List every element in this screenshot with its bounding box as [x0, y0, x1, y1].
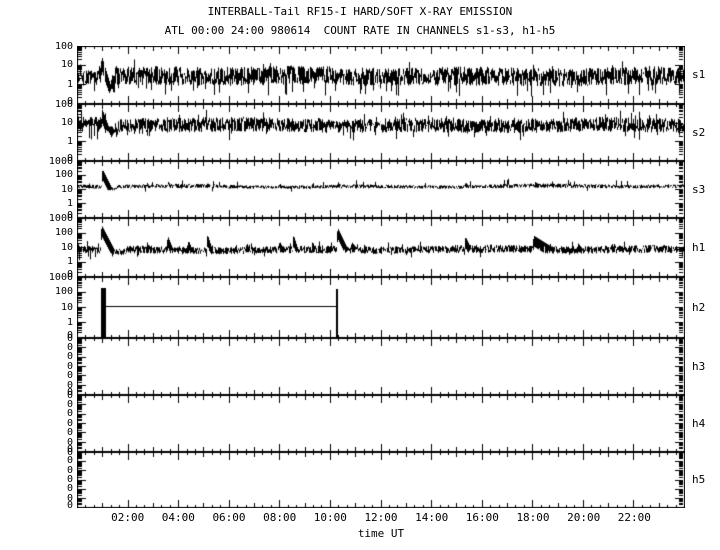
y-tick-label-h2: 10: [60, 301, 73, 313]
channel-label-s1: s1: [692, 68, 706, 81]
y-tick-label-s3: 100: [54, 169, 73, 181]
y-tick-label-h5: 0: [66, 447, 73, 458]
y-tick-label-h4: 0: [66, 427, 73, 438]
y-tick-label-h2: 100: [54, 286, 73, 298]
x-tick-label: 04:00: [161, 511, 195, 524]
channel-label-h4: h4: [692, 416, 706, 430]
y-tick-label-h5: 0: [66, 500, 73, 511]
x-tick-label: 06:00: [212, 511, 246, 524]
x-tick-label: 02:00: [111, 511, 145, 524]
x-tick-label: 10:00: [313, 511, 347, 524]
panel-s1: [77, 46, 685, 104]
y-tick-label-h1: 100: [54, 226, 73, 238]
trace-canvas-h4: [77, 395, 685, 452]
y-tick-label-h3: 0: [66, 341, 73, 353]
plot-title: INTERBALL-Tail RF15-I HARD/SOFT X-RAY EM…: [207, 5, 513, 18]
y-tick-label-s1: 100: [54, 41, 73, 52]
y-tick-label-h3: 0: [66, 379, 73, 391]
panel-s2: [77, 104, 685, 161]
y-tick-label-h5: 0: [66, 483, 73, 495]
panel-s3: [77, 161, 685, 218]
y-tick-label-h5: 0: [66, 474, 73, 485]
y-tick-label-s3: 1: [66, 197, 73, 209]
trace-canvas-h1: [77, 218, 685, 277]
trace-canvas-s2: [77, 104, 685, 161]
trace-canvas-h2: [77, 277, 685, 338]
x-tick-label: 20:00: [567, 511, 601, 524]
y-tick-label-h1: 10: [60, 241, 73, 253]
panel-h3: [77, 338, 685, 395]
x-tick-label: 08:00: [263, 511, 297, 524]
y-tick-label-h4: 0: [66, 436, 73, 448]
channel-label-h2: h2: [692, 300, 706, 314]
y-tick-label-h3: 0: [66, 387, 73, 398]
panel-h5: [77, 452, 685, 508]
x-tick-label: 14:00: [415, 511, 449, 524]
y-tick-label-h2: 0: [66, 330, 73, 341]
x-tick-label: 12:00: [364, 511, 398, 524]
y-tick-label-h3: 0: [66, 333, 73, 344]
y-tick-label-h4: 0: [66, 408, 73, 419]
x-tick-label: 16:00: [465, 511, 499, 524]
plot-subtitle: ATL 00:00 24:00 980614 COUNT RATE IN CHA…: [164, 24, 556, 37]
y-tick-label-h3: 0: [66, 351, 73, 362]
channel-label-h3: h3: [692, 359, 706, 373]
y-tick-label-h2: 1: [66, 316, 73, 328]
y-tick-label-h1: 0: [66, 269, 73, 280]
y-tick-label-s2: 0: [66, 153, 73, 164]
panel-h4: [77, 395, 685, 452]
x-tick-label: 22:00: [617, 511, 651, 524]
y-tick-label-s3: 1000: [48, 156, 73, 167]
channel-label-s3: s3: [692, 182, 706, 196]
time-axis-label: time UT: [357, 527, 405, 540]
x-tick-label: 18:00: [516, 511, 550, 524]
y-tick-label-h5: 0: [66, 464, 73, 476]
y-tick-label-s1: 10: [60, 59, 73, 71]
trace-canvas-h5: [77, 452, 685, 508]
y-tick-label-h2: 1000: [48, 272, 73, 283]
y-tick-label-h4: 0: [66, 398, 73, 410]
trace-canvas-s1: [77, 46, 685, 104]
trace-canvas-h3: [77, 338, 685, 395]
panel-h1: [77, 218, 685, 277]
y-tick-label-s3: 10: [60, 183, 73, 195]
y-tick-label-h5: 0: [66, 455, 73, 467]
y-tick-label-h4: 0: [66, 417, 73, 429]
y-tick-label-s3: 0: [66, 210, 73, 221]
y-tick-label-s2: 1: [66, 136, 73, 147]
y-tick-label-h3: 0: [66, 370, 73, 381]
channel-label-h1: h1: [692, 240, 706, 254]
panel-h2: [77, 277, 685, 338]
y-tick-label-h5: 0: [66, 492, 73, 504]
y-tick-label-h1: 1000: [48, 213, 73, 224]
y-tick-label-h4: 0: [66, 444, 73, 455]
y-tick-label-h3: 0: [66, 360, 73, 372]
y-tick-label-s1: 0: [66, 96, 73, 107]
y-tick-label-h4: 0: [66, 390, 73, 401]
channel-label-h5: h5: [692, 473, 706, 486]
y-tick-label-s2: 100: [54, 99, 73, 110]
trace-canvas-s3: [77, 161, 685, 218]
channel-label-s2: s2: [692, 125, 706, 139]
y-tick-label-s1: 1: [66, 78, 73, 90]
y-tick-label-h1: 1: [66, 256, 73, 268]
y-tick-label-s2: 10: [60, 117, 73, 128]
